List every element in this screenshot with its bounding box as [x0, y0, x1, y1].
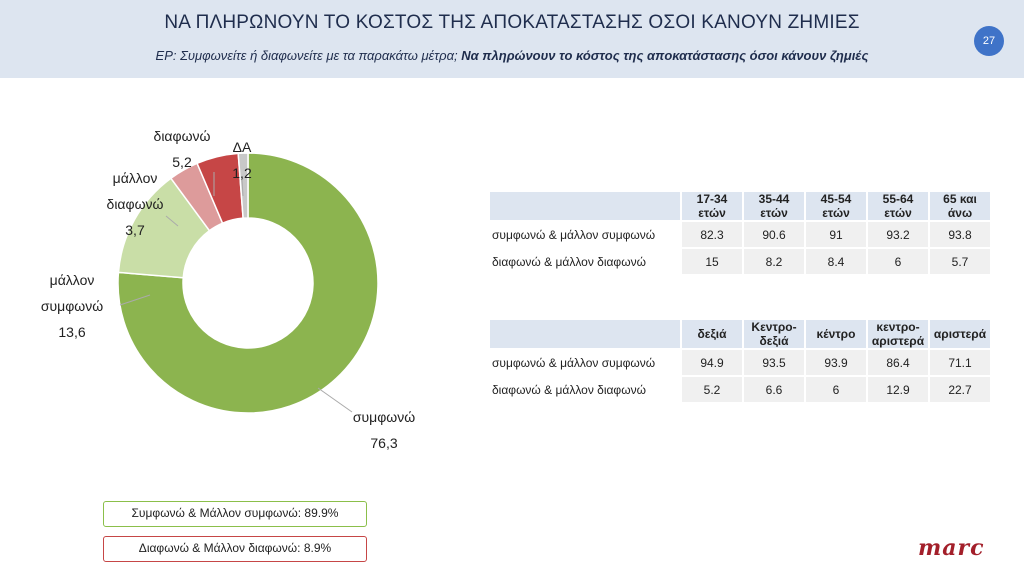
- donut-slice-dk: [237, 152, 249, 219]
- table-cell: 86.4: [868, 350, 928, 375]
- slice-label-rather-disagree: μάλλον διαφωνώ 3,7: [107, 170, 164, 238]
- donut-slice-agree: [117, 152, 379, 414]
- question-prefix: ΕΡ: Συμφωνείτε ή διαφωνείτε με τα παρακά…: [155, 48, 458, 63]
- age-header-row: 17-34 ετών 35-44 ετών 45-54 ετών 55-64 ε…: [490, 192, 990, 220]
- row-label: διαφωνώ & μάλλον διαφωνώ: [492, 382, 646, 397]
- header-blank-cell: [490, 320, 680, 348]
- table-row: συμφωνώ & μάλλον συμφωνώ 82.3 90.6 91 93…: [490, 222, 990, 247]
- table-cell: 71.1: [930, 350, 990, 375]
- table-cell: 6.6: [744, 377, 804, 402]
- header-bar: ΝΑ ΠΛΗΡΩΝΟΥΝ ΤΟ ΚΟΣΤΟΣ ΤΗΣ ΑΠΟΚΑΤΑΣΤΑΣΗΣ…: [0, 0, 1024, 78]
- table-cell: 93.9: [806, 350, 866, 375]
- table-cell: 91: [806, 222, 866, 247]
- ideology-col-header: αριστερά: [930, 320, 990, 348]
- table-cell: 8.2: [744, 249, 804, 274]
- ideology-col-header: κέντρο: [806, 320, 866, 348]
- table-cell: 6: [806, 377, 866, 402]
- leader-line-rather-disagree: [165, 215, 179, 227]
- table-cell: 5.7: [930, 249, 990, 274]
- slice-label-disagree: διαφωνώ 5,2: [154, 128, 211, 170]
- table-cell: 93.8: [930, 222, 990, 247]
- age-col-header: 55-64 ετών: [868, 192, 928, 220]
- age-col-header: 35-44 ετών: [744, 192, 804, 220]
- age-col-header: 65 και άνω: [930, 192, 990, 220]
- table-cell: 12.9: [868, 377, 928, 402]
- table-row: διαφωνώ & μάλλον διαφωνώ 15 8.2 8.4 6 5.…: [490, 249, 990, 274]
- table-cell: 6: [868, 249, 928, 274]
- row-label: συμφωνώ & μάλλον συμφωνώ: [492, 355, 656, 370]
- age-crosstab: 17-34 ετών 35-44 ετών 45-54 ετών 55-64 ε…: [488, 190, 992, 276]
- ideology-col-header: κεντρο-αριστερά: [868, 320, 928, 348]
- table-cell: 93.2: [868, 222, 928, 247]
- question-text: ΕΡ: Συμφωνείτε ή διαφωνείτε με τα παρακά…: [0, 48, 1024, 63]
- ideology-crosstab: δεξιά Κεντρο-δεξιά κέντρο κεντρο-αριστερ…: [488, 318, 992, 404]
- leader-line-rather-agree: [119, 294, 151, 306]
- page-number-badge: 27: [974, 26, 1004, 56]
- slice-label-agree: συμφωνώ 76,3: [353, 409, 415, 451]
- disagree-summary-box: Διαφωνώ & Μάλλον διαφωνώ: 8.9%: [103, 536, 367, 562]
- ideology-header-row: δεξιά Κεντρο-δεξιά κέντρο κεντρο-αριστερ…: [490, 320, 990, 348]
- table-cell: 8.4: [806, 249, 866, 274]
- table-cell: 5.2: [682, 377, 742, 402]
- ideology-col-header: Κεντρο-δεξιά: [744, 320, 804, 348]
- table-row: διαφωνώ & μάλλον διαφωνώ 5.2 6.6 6 12.9 …: [490, 377, 990, 402]
- question-bold: Να πληρώνουν το κόστος της αποκατάστασης…: [461, 48, 869, 63]
- table-cell: 94.9: [682, 350, 742, 375]
- slice-label-dk: ΔΑ 1,2: [232, 139, 252, 181]
- header-blank-cell: [490, 192, 680, 220]
- table-row: συμφωνώ & μάλλον συμφωνώ 94.9 93.5 93.9 …: [490, 350, 990, 375]
- table-cell: 22.7: [930, 377, 990, 402]
- slice-label-rather-agree: μάλλον συμφωνώ 13,6: [41, 272, 103, 340]
- row-label: διαφωνώ & μάλλον διαφωνώ: [492, 254, 646, 269]
- table-cell: 90.6: [744, 222, 804, 247]
- age-col-header: 45-54 ετών: [806, 192, 866, 220]
- marc-logo: marc: [918, 535, 985, 561]
- table-cell: 15: [682, 249, 742, 274]
- page-title: ΝΑ ΠΛΗΡΩΝΟΥΝ ΤΟ ΚΟΣΤΟΣ ΤΗΣ ΑΠΟΚΑΤΑΣΤΑΣΗΣ…: [164, 12, 860, 33]
- row-label: συμφωνώ & μάλλον συμφωνώ: [492, 227, 656, 242]
- age-col-header: 17-34 ετών: [682, 192, 742, 220]
- table-cell: 93.5: [744, 350, 804, 375]
- table-cell: 82.3: [682, 222, 742, 247]
- ideology-col-header: δεξιά: [682, 320, 742, 348]
- leader-line-dk: [241, 179, 244, 197]
- leader-line-agree: [317, 387, 353, 413]
- agree-summary-box: Συμφωνώ & Μάλλον συμφωνώ: 89.9%: [103, 501, 367, 527]
